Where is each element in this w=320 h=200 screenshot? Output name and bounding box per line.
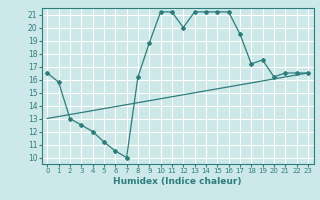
X-axis label: Humidex (Indice chaleur): Humidex (Indice chaleur) <box>113 177 242 186</box>
